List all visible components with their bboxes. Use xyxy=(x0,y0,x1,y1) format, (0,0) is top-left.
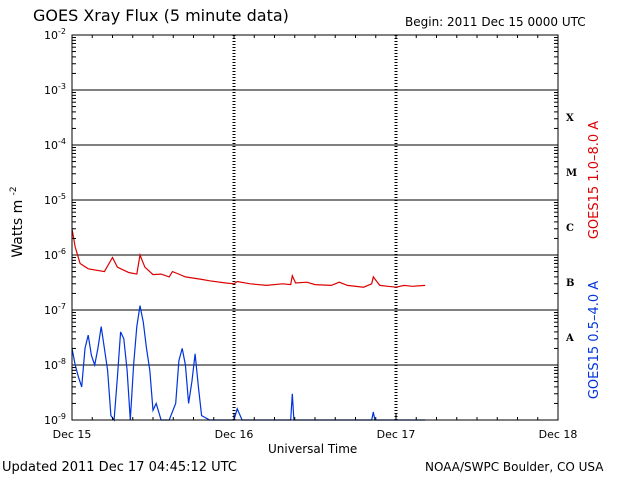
y-tick-label: 10-3 xyxy=(44,82,66,97)
y-axis-label: Watts m -2 xyxy=(9,186,26,257)
legend-entry: GOES15 0.5–4.0 A xyxy=(587,281,602,399)
y-axis-label-text: Watts m xyxy=(10,195,26,257)
flare-class-m: M xyxy=(566,168,577,179)
plot-frame xyxy=(71,34,559,421)
chart-title: GOES Xray Flux (5 minute data) xyxy=(33,6,289,25)
series-legend: GOES15 1.0–8.0 A GOES15 0.5–4.0 A xyxy=(587,121,602,399)
series-line-short xyxy=(71,305,426,422)
x-tick-label: Dec 16 xyxy=(215,428,254,441)
x-tick-label: Dec 17 xyxy=(377,428,416,441)
flare-class-x: X xyxy=(566,113,574,124)
flare-class-b: B xyxy=(566,278,574,289)
y-axis-label-exponent: -2 xyxy=(9,186,19,195)
grid-lines xyxy=(72,34,558,421)
legend-entry: GOES15 1.0–8.0 A xyxy=(587,121,602,239)
flare-class-c: C xyxy=(566,223,574,234)
y-tick-label: 10-8 xyxy=(44,357,66,372)
y-tick-label: 10-4 xyxy=(44,137,66,152)
axis-ticks xyxy=(71,35,559,420)
x-tick-label: Dec 18 xyxy=(539,428,578,441)
credit-text: NOAA/SWPC Boulder, CO USA xyxy=(425,460,604,474)
x-tick-labels: Dec 15 Dec 16 Dec 17 Dec 18 xyxy=(53,428,578,441)
flare-class-a: A xyxy=(565,333,574,344)
y-tick-label: 10-2 xyxy=(44,27,66,42)
x-tick-label: Dec 15 xyxy=(53,428,92,441)
updated-timestamp: Updated 2011 Dec 17 04:45:12 UTC xyxy=(2,460,237,475)
x-axis-label: Universal Time xyxy=(268,442,358,456)
y-tick-labels: 10-2 10-3 10-4 10-5 10-6 10-7 10-8 10-9 xyxy=(44,27,66,427)
begin-time: Begin: 2011 Dec 15 0000 UTC xyxy=(405,15,586,29)
y-tick-label: 10-5 xyxy=(44,192,66,207)
y-tick-label: 10-9 xyxy=(44,412,66,427)
y-tick-label: 10-7 xyxy=(44,302,66,317)
series-line-long xyxy=(71,228,426,288)
flare-class-labels: X M C B A xyxy=(565,113,577,344)
y-tick-label: 10-6 xyxy=(44,247,66,262)
plot-series xyxy=(71,228,426,422)
